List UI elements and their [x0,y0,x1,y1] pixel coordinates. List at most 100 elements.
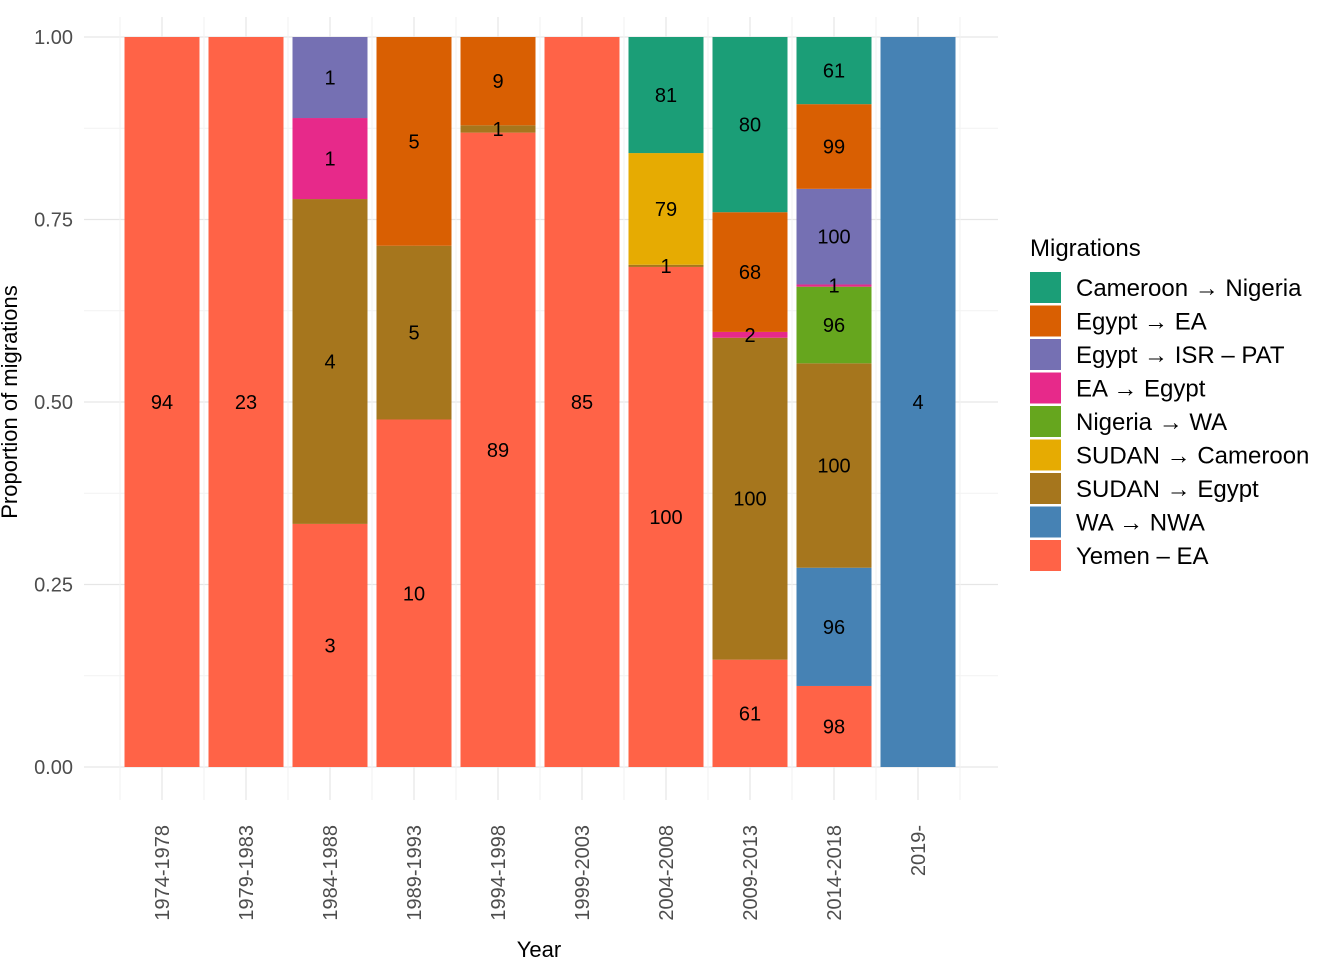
legend-key [1030,372,1061,404]
bar-data-label: 79 [655,199,677,221]
x-tick-label: 2004-2008 [656,825,678,921]
bar-data-label: 3 [324,635,335,657]
legend-label: WA → NWA [1076,510,1205,537]
bar-segment [796,286,872,364]
bar-data-label: 99 [823,137,845,159]
x-tick-label: 1979-1983 [236,825,258,921]
bar-segment [376,245,452,420]
bar-data-label: 96 [823,315,845,337]
bar-data-label: 1 [828,276,839,298]
bar-segment [712,659,788,767]
bar-segment [628,264,704,267]
legend-label: Yemen – EA [1076,543,1209,570]
bar-data-label: 4 [912,392,923,414]
legend-key [1030,339,1061,370]
bar-segment [292,523,368,767]
y-tick-label: 0.25 [34,575,73,597]
bar-data-label: 100 [733,489,766,511]
x-tick-label: 2014-2018 [824,825,846,921]
x-tick-label: 1999-2003 [572,825,594,921]
legend-label: Egypt → ISR – PAT [1076,342,1285,369]
legend-key [1030,439,1061,471]
x-axis-title: Year [517,937,561,959]
bar-segment [712,331,788,338]
x-tick-label: 1984-1988 [320,825,342,921]
bar-segment [712,212,788,332]
bar-data-label: 1 [324,68,335,90]
bar-data-label: 5 [408,323,419,345]
bar-segment [628,37,704,154]
bar-data-label: 89 [487,440,509,462]
bar-data-label: 68 [739,262,761,284]
bar-segment [628,266,704,767]
bar-data-label: 23 [235,392,257,414]
bar-segment [544,37,620,767]
bar-segment [460,125,536,133]
bar-data-label: 98 [823,716,845,738]
bar-segment [376,37,452,246]
bar-segment [712,37,788,213]
x-tick-label: 2009-2013 [740,825,762,921]
bar-data-label: 10 [403,583,425,605]
bar-segment [796,104,872,189]
legend-key [1030,406,1061,437]
bar-data-label: 100 [817,456,850,478]
legend-label: EA → Egypt [1076,376,1206,403]
bar-segment [460,37,536,126]
bar-segment [880,37,956,767]
bar-segment [712,337,788,660]
legend-key [1030,540,1061,571]
bar-data-label: 5 [408,131,419,153]
bar-data-label: 1 [660,256,671,278]
y-tick-label: 0.00 [34,757,73,779]
bar-segment [796,685,872,767]
legend-label: Nigeria → WA [1076,409,1227,436]
bar-segment [796,363,872,568]
legend-key [1030,272,1061,303]
bar-data-label: 61 [823,61,845,83]
x-tick-label: 1989-1993 [404,825,426,921]
bar-segment [796,188,872,285]
bar-data-label: 80 [739,115,761,137]
bar-segment [796,284,872,287]
bar-data-label: 4 [324,351,335,373]
y-axis-ticks: 0.00 0.25 0.50 0.75 1.00 [34,27,73,779]
bar-segment [376,419,452,767]
bar-segment [460,132,536,767]
bar-segment [124,37,200,767]
x-tick-label: 2019- [908,825,930,876]
bar-data-label: 2 [744,325,755,347]
legend: Migrations Cameroon → Nigeria Egypt → EA E… [1030,235,1309,571]
legend-key [1030,506,1061,538]
bar-labels: 94 23 3 4 1 1 10 5 5 89 1 9 85 100 1 79 81 61 100 2 68 80 98 96… [151,61,924,739]
bar-data-label: 61 [739,703,761,725]
legend-label: Cameroon → Nigeria [1076,275,1302,302]
x-axis-ticks: 1974-1978 1979-1983 1984-1988 1989-1993 1994… [152,825,930,921]
bar-segment [208,37,284,767]
bar-segment [796,567,872,686]
bar-segment [292,199,368,524]
x-tick-label: 1974-1978 [152,825,174,921]
bar-segment [292,37,368,119]
bar-segment [292,118,368,200]
bar-segment [628,153,704,265]
bar-data-label: 81 [655,85,677,107]
legend-key [1030,305,1061,337]
bar-data-label: 94 [151,392,173,414]
y-tick-label: 0.75 [34,210,73,232]
legend-label: Egypt → EA [1076,309,1207,336]
legend-key [1030,473,1061,504]
bar-data-label: 100 [817,227,850,249]
bar-data-label: 1 [324,149,335,171]
bars [124,37,956,767]
bar-segment [796,37,872,105]
y-axis-title: Proportion of migrations [0,285,22,519]
y-tick-label: 1.00 [34,27,73,49]
bar-data-label: 1 [492,119,503,141]
x-tick-label: 1994-1998 [488,825,510,921]
bar-data-label: 9 [492,71,503,93]
y-tick-label: 0.50 [34,392,73,414]
legend-title: Migrations [1030,235,1141,262]
bar-data-label: 85 [571,392,593,414]
